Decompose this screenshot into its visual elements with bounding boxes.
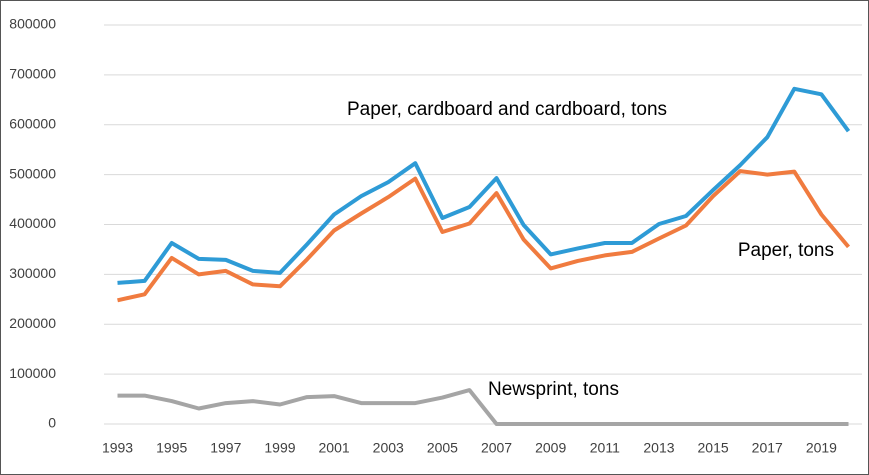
y-tick-label: 500000 bbox=[9, 165, 56, 181]
x-tick-label: 2009 bbox=[535, 440, 566, 456]
y-tick-label: 300000 bbox=[9, 265, 56, 281]
x-tick-label: 1993 bbox=[102, 440, 133, 456]
x-tick-label: 1999 bbox=[264, 440, 295, 456]
x-tick-label: 1995 bbox=[156, 440, 187, 456]
x-tick-label: 2005 bbox=[427, 440, 458, 456]
x-tick-label: 2001 bbox=[319, 440, 350, 456]
x-tick-label: 2019 bbox=[806, 440, 837, 456]
y-tick-label: 700000 bbox=[9, 66, 56, 82]
y-tick-label: 0 bbox=[48, 415, 56, 431]
y-tick-label: 200000 bbox=[9, 315, 56, 331]
y-tick-label: 600000 bbox=[9, 115, 56, 131]
series-line bbox=[117, 86, 851, 285]
y-tick-label: 100000 bbox=[9, 365, 56, 381]
y-tick-label: 800000 bbox=[9, 16, 56, 32]
x-tick-label: 2003 bbox=[373, 440, 404, 456]
x-tick-label: 2015 bbox=[698, 440, 729, 456]
series-line bbox=[117, 388, 849, 426]
series-label: Newsprint, tons bbox=[488, 379, 619, 400]
series-line bbox=[117, 169, 851, 303]
series-label: Paper, tons bbox=[738, 240, 834, 261]
x-tick-label: 2011 bbox=[590, 440, 620, 456]
y-tick-label: 400000 bbox=[9, 215, 56, 231]
x-tick-label: 2007 bbox=[481, 440, 512, 456]
x-tick-label: 2017 bbox=[752, 440, 783, 456]
x-tick-label: 2013 bbox=[643, 440, 674, 456]
x-tick-label: 1997 bbox=[210, 440, 241, 456]
series-label: Paper, cardboard and cardboard, tons bbox=[347, 99, 667, 120]
